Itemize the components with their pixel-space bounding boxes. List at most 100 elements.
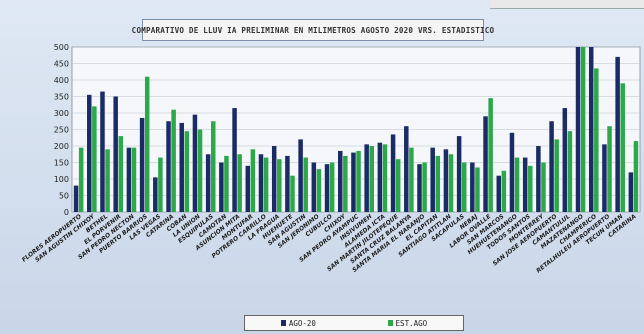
bar-series1 — [364, 144, 369, 212]
bar-series2 — [250, 149, 256, 212]
bar-series1 — [483, 116, 488, 212]
bar-series1 — [166, 121, 171, 212]
bar-series2 — [224, 155, 229, 212]
chart-legend: AGO-20 EST.AGO — [244, 315, 464, 331]
legend-label-series1: AGO-20 — [288, 318, 316, 328]
bar-series1 — [430, 147, 435, 212]
bar-series2 — [197, 129, 203, 212]
bar-series2 — [514, 157, 520, 212]
bar-series2 — [290, 175, 295, 212]
y-tick-label: 300 — [54, 109, 69, 118]
bar-series1 — [522, 157, 528, 212]
bar-series2 — [395, 159, 401, 212]
y-tick-label: 250 — [54, 126, 69, 135]
legend-swatch-series1 — [280, 320, 286, 326]
y-tick-label: 350 — [54, 93, 69, 102]
bar-series2 — [263, 157, 269, 212]
chart-title: COMPARATIVO DE LLUV IA PRELIMINAR EN MIL… — [131, 25, 495, 35]
bar-series1 — [509, 132, 515, 212]
bar-series2 — [144, 76, 150, 212]
bar-series2 — [303, 157, 308, 212]
bar-series2 — [158, 157, 163, 212]
bar-series2 — [594, 68, 599, 212]
bar-series2 — [78, 147, 84, 212]
bar-series2 — [501, 170, 507, 212]
bar-series1 — [113, 96, 118, 212]
bar-series2 — [448, 154, 454, 212]
window-strip — [490, 0, 644, 9]
bar-series2 — [92, 106, 97, 212]
bar-series2 — [369, 146, 375, 212]
bar-series1 — [404, 126, 409, 212]
bar-series2 — [343, 155, 348, 212]
bar-series1 — [575, 47, 581, 212]
bar-series1 — [324, 164, 330, 212]
bar-series1 — [377, 142, 383, 212]
legend-item-series2: EST.AGO — [387, 318, 428, 328]
bar-series1 — [232, 108, 237, 212]
bar-series2 — [277, 159, 282, 212]
bar-series2 — [528, 165, 533, 212]
bar-series1 — [549, 121, 554, 212]
bar-series1 — [456, 136, 462, 212]
bar-series1 — [87, 94, 92, 212]
bar-series1 — [443, 149, 449, 212]
bar-series1 — [602, 144, 607, 212]
bar-series1 — [615, 56, 620, 213]
bar-series1 — [285, 155, 290, 212]
bar-series1 — [271, 146, 277, 212]
legend-swatch-series2 — [387, 320, 393, 326]
bar-series1 — [126, 147, 132, 212]
bar-series1 — [311, 162, 317, 212]
bar-series1 — [337, 150, 343, 212]
bar-series2 — [488, 98, 493, 212]
bar-series2 — [356, 150, 361, 212]
bar-series2 — [633, 141, 639, 212]
bar-series1 — [390, 134, 396, 212]
bar-series2 — [580, 47, 586, 212]
y-tick-label: 450 — [54, 60, 69, 69]
legend-item-series1: AGO-20 — [280, 318, 316, 328]
bar-series2 — [541, 162, 546, 212]
bar-series1 — [417, 164, 422, 212]
bar-series2 — [409, 147, 414, 212]
y-tick-label: 100 — [54, 175, 69, 184]
y-tick-label: 400 — [54, 76, 69, 85]
bar-series1 — [562, 108, 568, 212]
bar-series1 — [205, 154, 211, 212]
bar-series2 — [329, 162, 335, 212]
bar-series1 — [139, 117, 145, 212]
bar-series2 — [567, 131, 573, 212]
bar-series2 — [105, 149, 110, 212]
bar-series1 — [536, 146, 541, 212]
bar-series1 — [628, 172, 634, 212]
bar-series1 — [73, 185, 79, 212]
chart-title-box: COMPARATIVO DE LLUV IA PRELIMINAR EN MIL… — [132, 19, 494, 41]
legend-label-series2: EST.AGO — [395, 318, 428, 328]
bar-series2 — [171, 109, 176, 212]
y-tick-label: 50 — [59, 192, 69, 201]
bar-series1 — [179, 122, 184, 212]
bar-series2 — [461, 162, 467, 212]
bar-series2 — [435, 155, 441, 212]
x-tick-label: FLORES AEROPUERTO — [21, 213, 83, 264]
bar-series1 — [219, 162, 224, 212]
y-tick-label: 150 — [54, 159, 69, 168]
bar-series2 — [210, 121, 216, 212]
bar-series1 — [351, 152, 356, 212]
y-tick-label: 0 — [64, 208, 69, 217]
bar-series2 — [316, 169, 322, 212]
y-tick-label: 200 — [54, 142, 69, 151]
bar-series2 — [554, 139, 559, 212]
bar-series2 — [607, 126, 612, 212]
bar-series1 — [258, 154, 264, 212]
bar-series2 — [131, 147, 137, 212]
bar-series2 — [422, 162, 427, 212]
bar-series2 — [475, 167, 480, 212]
bar-series1 — [245, 165, 251, 212]
bar-series2 — [237, 154, 242, 212]
bar-series1 — [100, 91, 105, 212]
bar-series1 — [496, 175, 502, 212]
bar-series1 — [298, 139, 303, 212]
